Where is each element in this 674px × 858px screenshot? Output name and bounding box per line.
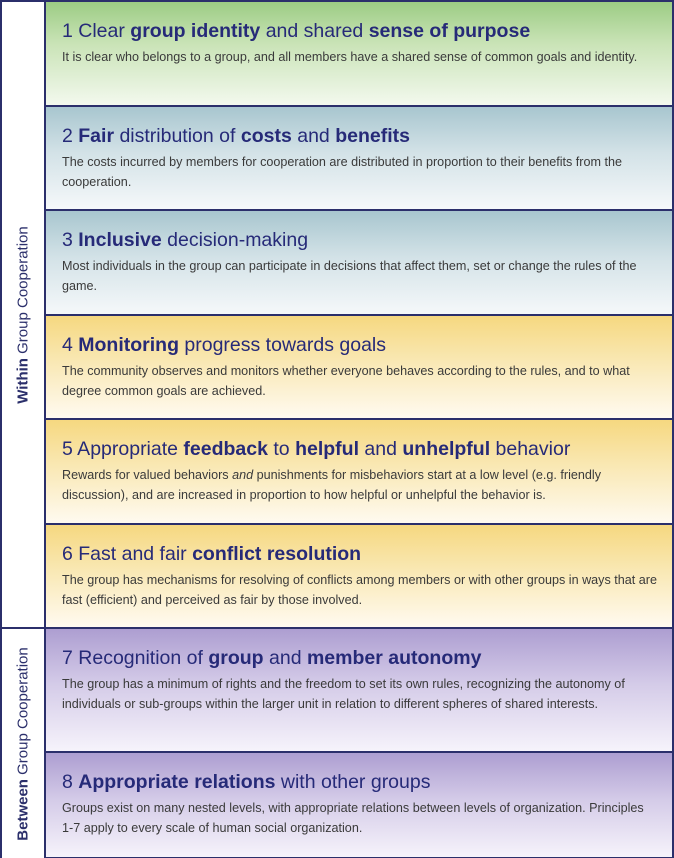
- text-run: The group has mechanisms for resolving o…: [62, 572, 657, 607]
- text-run: and: [263, 647, 307, 669]
- principle-description: Rewards for valued behaviors and punishm…: [62, 465, 658, 505]
- between-group-label-bold: Between: [14, 778, 32, 841]
- text-run: Rewards for valued behaviors: [62, 468, 233, 482]
- principle-7: 7 Recognition of group and member autono…: [46, 629, 672, 753]
- principle-description: The costs incurred by members for cooper…: [62, 152, 658, 192]
- principle-title: 7 Recognition of group and member autono…: [62, 646, 658, 670]
- principle-title: 6 Fast and fair conflict resolution: [62, 542, 658, 566]
- within-group-label-rest: Group Cooperation: [14, 225, 32, 358]
- text-run: The community observes and monitors whet…: [62, 363, 630, 398]
- emphasis-text: Fair: [78, 124, 115, 147]
- emphasis-text: unhelpful: [402, 438, 491, 460]
- between-group-label: Between Group Cooperation: [15, 647, 32, 840]
- text-run: 7 Recognition of: [62, 647, 209, 669]
- emphasis-text: feedback: [183, 438, 268, 460]
- emphasis-text: Inclusive: [78, 229, 162, 251]
- principle-description: Groups exist on many nested levels, with…: [62, 798, 658, 838]
- text-run: It is clear who belongs to a group, and …: [62, 50, 638, 64]
- within-group-side-label: Within Group Cooperation: [2, 2, 46, 629]
- principle-description: Most individuals in the group can partic…: [62, 256, 658, 296]
- text-run: The costs incurred by members for cooper…: [62, 154, 622, 189]
- emphasis-text: Monitoring: [78, 333, 179, 356]
- principle-title: 1 Clear group identity and shared sense …: [62, 19, 658, 43]
- emphasis-text: helpful: [295, 438, 359, 460]
- principle-description: The group has a minimum of rights and th…: [62, 674, 658, 714]
- emphasis-text: sense of purpose: [368, 20, 531, 42]
- principle-title: 4 Monitoring progress towards goals: [62, 333, 658, 357]
- text-run: Groups exist on many nested levels, with…: [62, 801, 644, 835]
- principle-3: 3 Inclusive decision-making Most individ…: [46, 211, 672, 316]
- emphasis-text: benefits: [335, 124, 410, 147]
- text-run: 5 Appropriate: [62, 438, 184, 460]
- principle-description: The group has mechanisms for resolving o…: [62, 570, 658, 610]
- principle-description: The community observes and monitors whet…: [62, 361, 658, 401]
- principle-6: 6 Fast and fair conflict resolution The …: [46, 524, 672, 629]
- text-run: 2: [62, 124, 79, 147]
- emphasis-text: member autonomy: [306, 647, 482, 669]
- text-run: distribution of: [114, 124, 241, 147]
- between-group-label-rest: Group Cooperation: [14, 646, 32, 779]
- principle-1: 1 Clear group identity and shared sense …: [46, 2, 672, 107]
- principle-5: 5 Appropriate feedback to helpful and un…: [46, 420, 672, 525]
- emphasis-text: costs: [240, 124, 292, 147]
- text-run: behavior: [490, 438, 571, 460]
- text-run: decision-making: [161, 229, 309, 251]
- text-run: 6 Fast and fair: [62, 542, 193, 565]
- text-run: 4: [62, 333, 79, 356]
- within-group-label-bold: Within: [14, 357, 32, 404]
- principles-list: 1 Clear group identity and shared sense …: [46, 2, 672, 857]
- emphasis-text: conflict resolution: [192, 542, 362, 565]
- text-run: 8: [62, 771, 79, 793]
- text-run: 3: [62, 229, 79, 251]
- principle-2: 2 Fair distribution of costs and benefit…: [46, 106, 672, 211]
- between-group-side-label: Between Group Cooperation: [2, 629, 46, 858]
- emphasis-text: group: [208, 647, 264, 669]
- italic-text: and: [232, 468, 254, 482]
- within-group-label: Within Group Cooperation: [15, 226, 32, 403]
- text-run: and shared: [260, 20, 369, 42]
- text-run: Most individuals in the group can partic…: [62, 259, 637, 293]
- principle-title: 2 Fair distribution of costs and benefit…: [62, 124, 658, 148]
- principle-title: 5 Appropriate feedback to helpful and un…: [62, 437, 658, 461]
- emphasis-text: group identity: [130, 20, 261, 42]
- principle-title: 3 Inclusive decision-making: [62, 228, 658, 252]
- text-run: The group has a minimum of rights and th…: [62, 677, 625, 711]
- text-run: punishments for misbehaviors start at a …: [62, 468, 602, 502]
- principle-description: It is clear who belongs to a group, and …: [62, 47, 658, 67]
- text-run: and: [359, 438, 403, 460]
- principle-title: 8 Appropriate relations with other group…: [62, 770, 658, 794]
- principle-4: 4 Monitoring progress towards goals The …: [46, 315, 672, 420]
- text-run: progress towards goals: [178, 333, 387, 356]
- emphasis-text: Appropriate relations: [78, 771, 276, 793]
- principle-8: 8 Appropriate relations with other group…: [46, 753, 672, 857]
- text-run: with other groups: [275, 771, 431, 793]
- text-run: 1 Clear: [62, 20, 131, 42]
- text-run: to: [267, 438, 296, 460]
- text-run: and: [291, 124, 336, 147]
